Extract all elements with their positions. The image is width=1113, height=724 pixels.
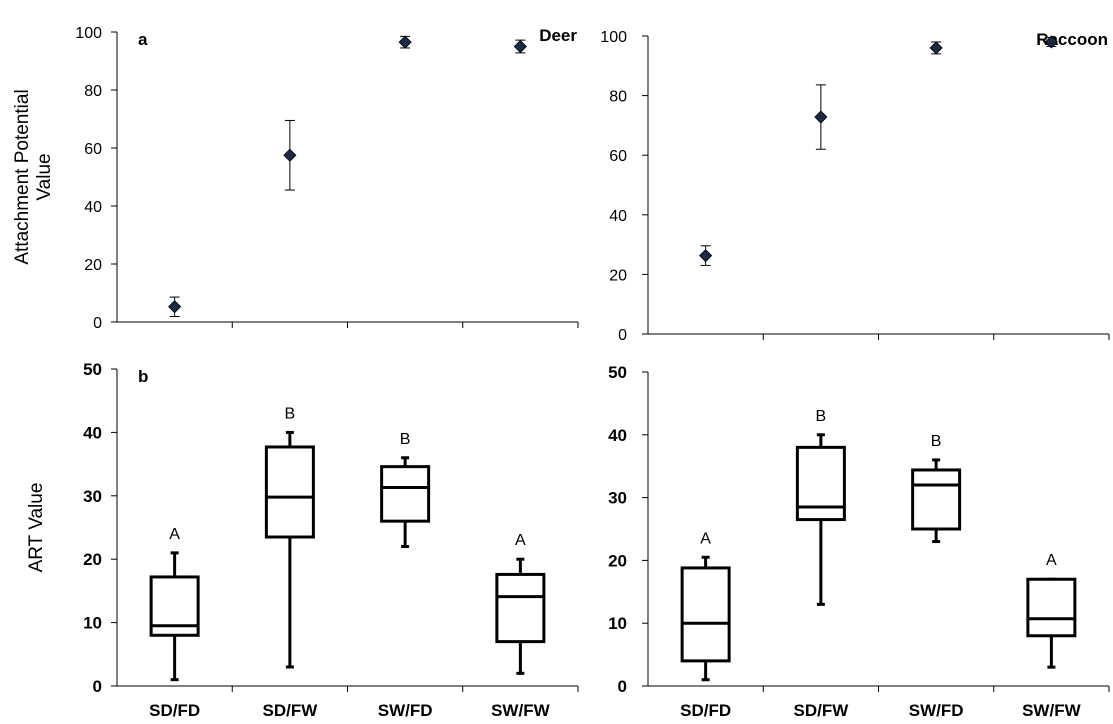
y-tick-label: 10 (83, 614, 102, 633)
y-tick-label: 0 (618, 677, 627, 696)
x-tick-label: SD/FD (680, 701, 731, 720)
y-tick-label: 80 (609, 89, 627, 106)
data-point (1044, 35, 1058, 49)
y-tick-label: 60 (84, 141, 102, 158)
y-tick-label: 60 (609, 148, 627, 165)
y-tick-label: 40 (83, 423, 102, 442)
box (264, 445, 315, 539)
x-tick-label: SW/FW (491, 701, 550, 720)
y-tick-label: 40 (609, 208, 627, 225)
y-axis-label: Attachment Potential (12, 89, 33, 264)
x-tick-label: SD/FW (793, 701, 849, 720)
y-tick-label: 30 (83, 487, 102, 506)
y-axis-label: ART Value (26, 483, 47, 573)
raccoon-art-panel: 0 10 20 30 40 50 SD/FD SD/FW SW/FD SW/FW A B B A (608, 363, 1110, 720)
y-tick-label: 50 (608, 363, 627, 382)
data-point (513, 39, 527, 54)
panel-letter: b (138, 367, 148, 386)
y-tick-label: 0 (618, 327, 627, 344)
y-axis-label: Value (34, 153, 55, 200)
box (680, 566, 731, 663)
significance-letter: B (931, 433, 942, 450)
y-tick-label: 20 (84, 257, 102, 274)
data-point (168, 300, 182, 314)
significance-letter: B (400, 431, 411, 448)
y-tick-label: 0 (93, 677, 102, 696)
box (795, 445, 846, 522)
y-tick-label: 20 (609, 267, 627, 284)
x-tick-label: SW/FW (1022, 701, 1081, 720)
x-tick-label: SW/FD (378, 701, 433, 720)
y-tick-label: 20 (83, 550, 102, 569)
significance-letter: B (285, 405, 296, 422)
box (495, 572, 546, 644)
x-tick-label: SD/FD (149, 701, 200, 720)
y-tick-label: 80 (84, 83, 102, 100)
significance-letter: A (700, 530, 711, 547)
y-tick-label: 0 (93, 315, 102, 332)
y-tick-label: 10 (608, 614, 627, 633)
significance-letter: A (1046, 552, 1057, 569)
significance-letter: A (515, 532, 526, 549)
box (911, 468, 962, 531)
data-point (283, 148, 297, 162)
x-tick-label: SW/FD (909, 701, 964, 720)
data-point (814, 110, 828, 124)
significance-letter: A (169, 526, 180, 543)
panel-letter: a (138, 30, 148, 49)
y-tick-label: 100 (75, 25, 102, 42)
species-label: Deer (539, 26, 577, 45)
data-point (929, 41, 943, 55)
y-tick-label: 100 (600, 29, 627, 46)
y-tick-label: 50 (83, 360, 102, 379)
y-tick-label: 40 (608, 426, 627, 445)
significance-letter: B (816, 408, 827, 425)
deer-attachment-panel: 0 20 40 60 80 100 a Deer Attachment Potential Val… (12, 25, 579, 332)
y-tick-label: 30 (608, 489, 627, 508)
deer-art-panel: 0 10 20 30 40 50 SD/FD SD/FW SW/FD SW/FW b ART Valu… (26, 360, 579, 720)
box (380, 465, 431, 523)
x-tick-label: SD/FW (262, 701, 318, 720)
data-point (398, 35, 412, 49)
box (1026, 577, 1077, 638)
y-tick-label: 40 (84, 199, 102, 216)
data-point (699, 249, 713, 263)
y-tick-label: 20 (608, 551, 627, 570)
